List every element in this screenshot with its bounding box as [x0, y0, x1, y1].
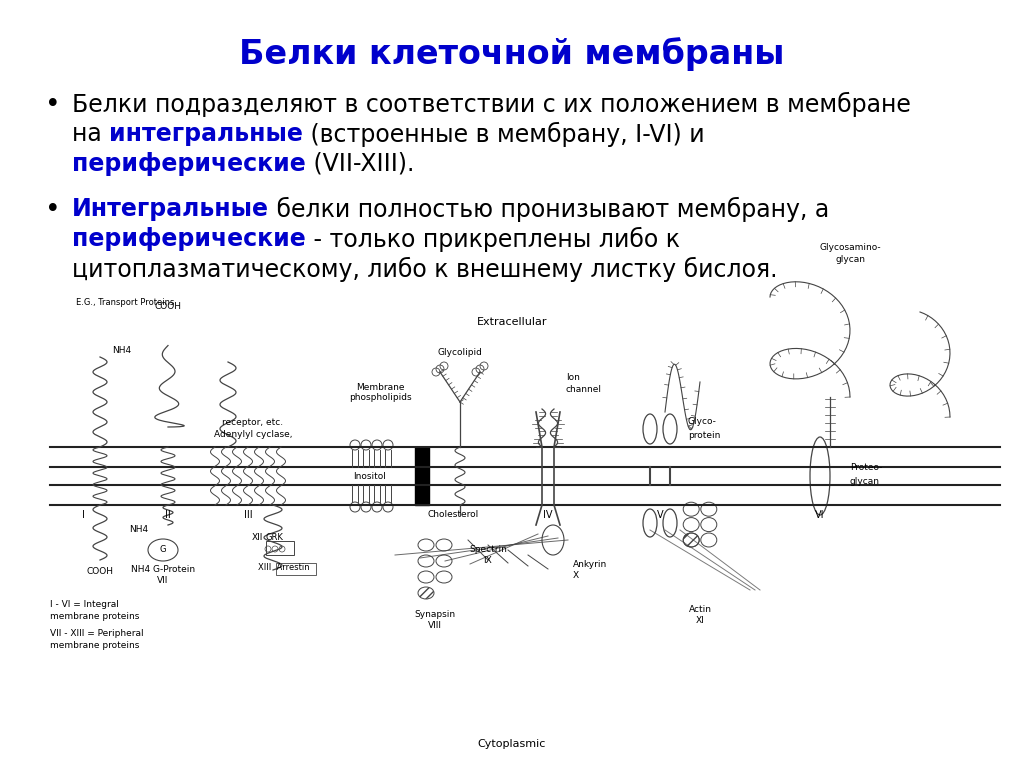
Text: Cholesterol: Cholesterol [427, 510, 478, 519]
Text: I: I [82, 510, 85, 520]
Text: NH4: NH4 [129, 525, 148, 535]
Text: V: V [656, 510, 664, 520]
Text: GRK: GRK [265, 533, 283, 542]
Text: Белки подразделяют в соответствии с их положением в мембране: Белки подразделяют в соответствии с их п… [72, 92, 911, 117]
Text: membrane proteins: membrane proteins [50, 612, 139, 621]
Text: Cytoplasmic: Cytoplasmic [478, 739, 546, 749]
Text: VIII: VIII [428, 621, 442, 630]
Text: Membrane: Membrane [355, 383, 404, 392]
Text: G: G [160, 545, 166, 555]
Text: I - VI = Integral: I - VI = Integral [50, 600, 119, 609]
Text: Actin: Actin [688, 605, 712, 614]
Text: IV: IV [544, 510, 553, 520]
Text: Extracellular: Extracellular [477, 317, 547, 327]
Text: III: III [244, 510, 252, 520]
Text: - только прикреплены либо к: - только прикреплены либо к [306, 227, 680, 252]
Text: Glycolipid: Glycolipid [437, 348, 482, 357]
Text: COOH: COOH [86, 567, 114, 576]
Text: интегральные: интегральные [110, 122, 303, 146]
Text: Белки клеточной мембраны: Белки клеточной мембраны [240, 37, 784, 71]
Text: •: • [45, 92, 60, 118]
Text: NH4: NH4 [112, 346, 131, 355]
Text: VI: VI [815, 510, 824, 520]
Text: периферические: периферические [72, 152, 306, 176]
Text: Proteo-: Proteo- [850, 463, 883, 472]
Text: Synapsin: Synapsin [415, 610, 456, 619]
Text: receptor, etc.: receptor, etc. [222, 418, 284, 427]
Text: E.G., Transport Proteins: E.G., Transport Proteins [76, 298, 174, 307]
Text: phospholipids: phospholipids [349, 393, 412, 402]
Text: (VII-XIII).: (VII-XIII). [306, 152, 414, 176]
Text: Inositol: Inositol [353, 472, 386, 481]
Text: II: II [165, 510, 171, 520]
Text: membrane proteins: membrane proteins [50, 641, 139, 650]
Text: Glyco-: Glyco- [688, 417, 717, 426]
Text: glycan: glycan [850, 476, 880, 486]
Text: Ion: Ion [566, 373, 580, 382]
Text: •: • [45, 197, 60, 223]
Text: Интегральные: Интегральные [72, 197, 269, 221]
Text: channel: channel [566, 385, 602, 394]
Text: на: на [72, 122, 110, 146]
Text: Adenylyl cyclase,: Adenylyl cyclase, [214, 430, 292, 439]
Text: (встроенные в мембрану, I-VI) и: (встроенные в мембрану, I-VI) и [303, 122, 705, 147]
Text: NH4 G-Protein: NH4 G-Protein [131, 565, 195, 574]
Text: XIII  Arrestin: XIII Arrestin [258, 563, 309, 572]
Text: COOH: COOH [155, 302, 181, 311]
Text: glycan: glycan [835, 255, 865, 264]
Text: VII: VII [158, 576, 169, 585]
Text: VII - XIII = Peripheral: VII - XIII = Peripheral [50, 629, 143, 638]
Text: IX: IX [483, 556, 493, 565]
Text: XI: XI [695, 616, 705, 625]
Text: XII: XII [252, 533, 263, 542]
Text: Ankyrin: Ankyrin [573, 560, 607, 569]
Text: цитоплазматическому, либо к внешнему листку бислоя.: цитоплазматическому, либо к внешнему лис… [72, 257, 777, 282]
Text: Glycosamino-: Glycosamino- [819, 243, 881, 252]
Text: белки полностью пронизывают мембрану, а: белки полностью пронизывают мембрану, а [269, 197, 829, 222]
Text: периферические: периферические [72, 227, 306, 251]
Text: Spectrin: Spectrin [469, 545, 507, 554]
Text: protein: protein [688, 430, 720, 439]
Text: X: X [573, 571, 580, 580]
